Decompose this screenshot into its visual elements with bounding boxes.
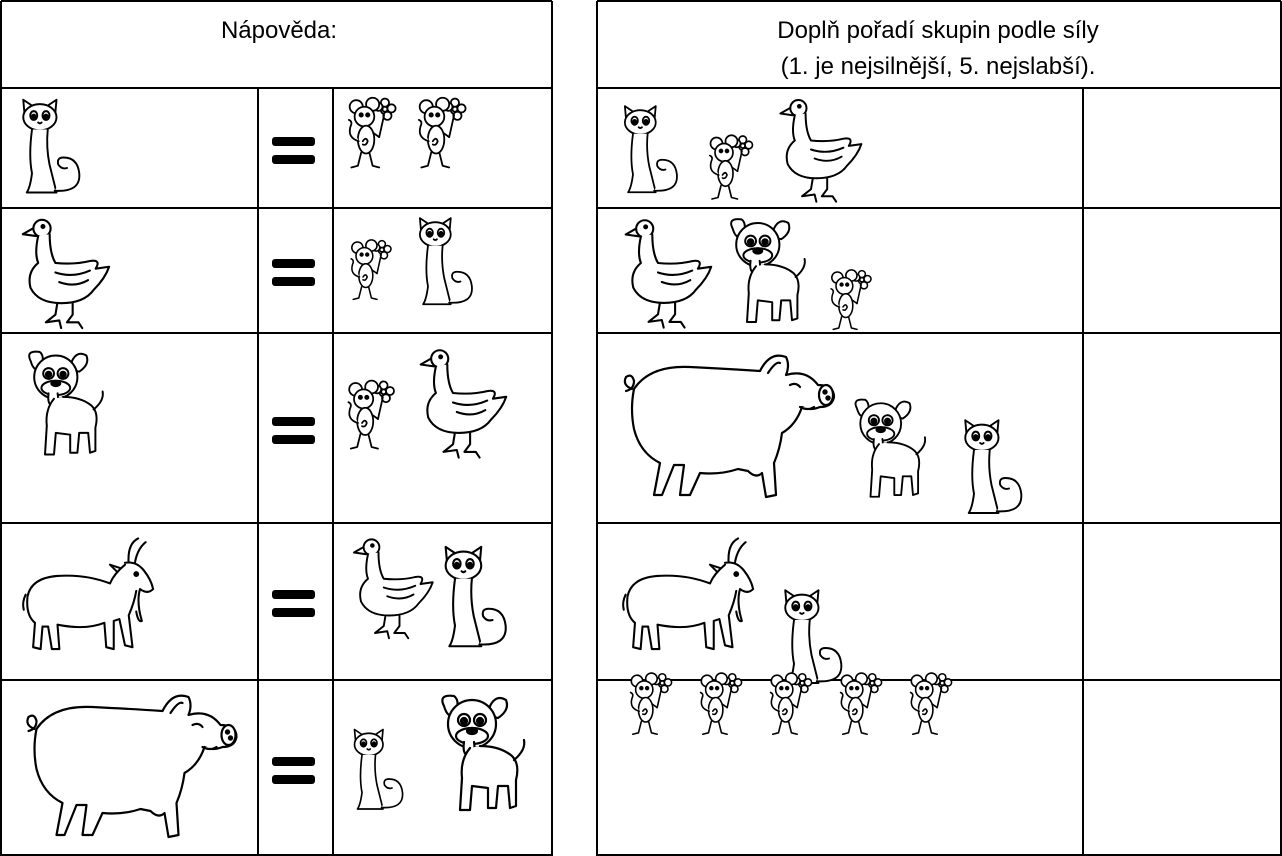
- mouse-image: [708, 134, 754, 200]
- cat-image: [784, 589, 843, 684]
- equals-sign: [272, 775, 315, 784]
- goose-image: [779, 98, 863, 203]
- goose-image: [419, 349, 508, 459]
- mouse-image: [347, 96, 397, 169]
- dog-image: [441, 694, 526, 812]
- goat-image: [621, 537, 755, 651]
- equals-sign: [272, 608, 315, 617]
- pig-image: [623, 354, 836, 499]
- pig-image: [26, 694, 238, 839]
- equals-sign: [272, 757, 315, 766]
- mouse-image: [839, 671, 883, 736]
- goose-image: [624, 219, 713, 329]
- equals-sign: [272, 155, 315, 164]
- equals-sign: [272, 435, 315, 444]
- cat-image: [964, 419, 1023, 514]
- cat-image: [444, 545, 507, 648]
- task-title: Doplň pořadí skupin podle síly: [777, 17, 1099, 44]
- mouse-image: [350, 238, 392, 301]
- equals-sign: [272, 137, 315, 146]
- cat-image: [22, 98, 81, 194]
- cat-image: [418, 217, 473, 306]
- hint-title: Nápověda:: [221, 17, 337, 44]
- dog-image: [730, 218, 806, 324]
- goat-image: [21, 537, 155, 651]
- equals-sign: [272, 259, 315, 268]
- task-subtitle: (1. je nejsilnější, 5. nejslabší).: [781, 53, 1096, 80]
- mouse-image: [347, 379, 395, 450]
- equals-signs: [272, 137, 315, 784]
- mouse-image: [417, 96, 467, 169]
- mouse-image: [909, 671, 953, 736]
- equals-sign: [272, 417, 315, 426]
- goose-image: [352, 538, 434, 640]
- dog-image: [28, 350, 104, 456]
- equals-sign: [272, 590, 315, 599]
- mouse-image: [830, 268, 872, 331]
- mouse-image: [699, 671, 743, 736]
- mouse-image: [629, 671, 673, 736]
- mouse-image: [769, 671, 813, 736]
- cat-image: [623, 105, 678, 194]
- equals-sign: [272, 277, 315, 286]
- cat-image: [353, 728, 404, 810]
- goose-image: [21, 218, 111, 330]
- dog-image: [854, 398, 927, 498]
